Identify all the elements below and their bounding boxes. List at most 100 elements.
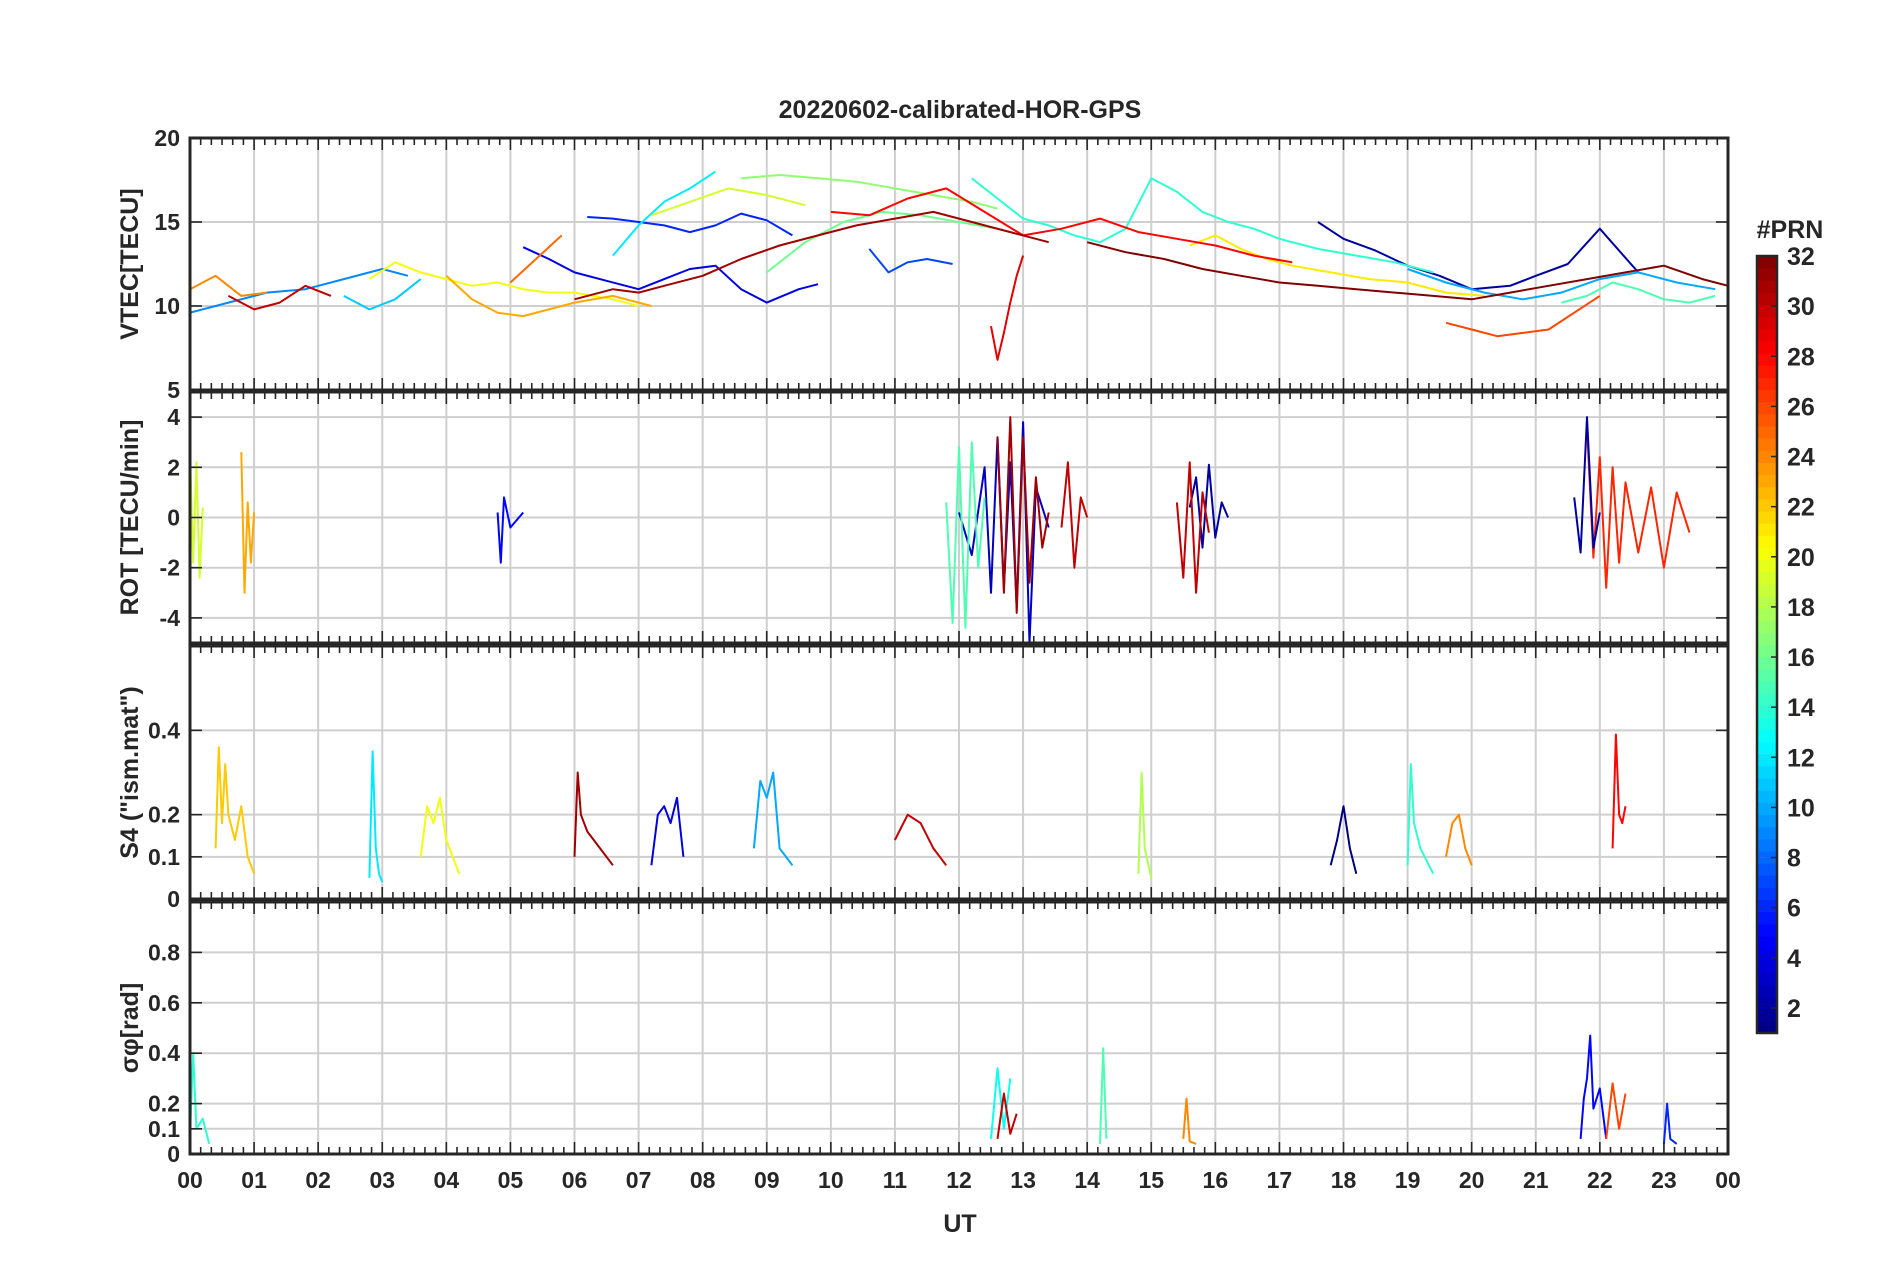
colorbar-swatch [1757,292,1777,306]
colorbar-swatch [1757,887,1777,901]
colorbar-tick-label: 12 [1787,744,1815,772]
colorbar-swatch [1757,632,1777,646]
x-tick-label: 02 [305,1167,331,1193]
series-line-prn-11 [343,278,422,311]
colorbar-swatch [1757,656,1777,670]
y-tick-label: 0.4 [148,1040,180,1066]
colorbar-swatch [1757,984,1777,998]
colorbar-swatch [1757,972,1777,986]
colorbar-tick-label: 2 [1787,995,1801,1023]
colorbar-swatch [1757,510,1777,524]
colorbar-swatch [1757,814,1777,828]
colorbar-tick-label: 8 [1787,845,1801,873]
series-line-prn-1 [1329,805,1358,874]
colorbar-swatch [1757,1020,1777,1034]
x-tick-label: 22 [1587,1167,1613,1193]
y-tick-label: 0.4 [148,717,180,743]
series-line-prn-24 [1445,813,1473,866]
y-tick-label: 10 [154,293,180,319]
series-line-prn-2 [1188,463,1230,549]
series-line-prn-24 [190,274,268,297]
x-tick-label: 00 [1715,1167,1741,1193]
colorbar-swatch [1757,753,1777,767]
colorbar-swatch [1757,668,1777,682]
colorbar-tick-label: 4 [1787,945,1801,973]
series-line-prn-26 [1445,295,1601,338]
colorbar-tick-label: 28 [1787,343,1815,371]
x-tick-label: 08 [690,1167,716,1193]
series-line-prn-6 [1662,1102,1678,1145]
series-line-prn-4 [522,246,819,304]
colorbar-tick-label: 24 [1787,444,1815,472]
colorbar-swatch [1757,729,1777,743]
series-line-prn-18 [1137,771,1153,879]
colorbar-swatch [1757,948,1777,961]
y-tick-label: 5 [167,377,180,403]
y-tick-label: 0.1 [148,844,180,870]
series-line-prn-20 [368,261,639,307]
colorbar-tick-label: 18 [1787,594,1815,622]
colorbar-swatch [1757,268,1777,281]
colorbar-swatch [1757,911,1777,925]
colorbar-swatch [1757,438,1777,451]
colorbar-tick-label: 6 [1787,895,1801,923]
colorbar-swatch [1757,571,1777,585]
colorbar-swatch [1757,693,1777,706]
series-line-prn-13 [990,1067,1012,1139]
colorbar-swatch [1757,899,1777,913]
x-tick-label: 04 [434,1167,460,1193]
y-axis-label: VTEC[TECU] [116,188,144,339]
y-tick-label: 0.8 [148,939,180,965]
x-tick-label: 06 [562,1167,588,1193]
colorbar-swatch [1757,547,1777,561]
y-tick-label: 0 [167,886,180,912]
colorbar-swatch [1757,523,1777,536]
series-group [190,170,1728,361]
y-axis-label: σφ[rad] [116,983,144,1074]
series-line-prn-30 [894,813,947,866]
x-axis-label: UT [943,1210,976,1238]
series-line-prn-4 [650,796,685,866]
colorbar-swatch [1757,583,1777,597]
colorbar-tick-label: 14 [1787,694,1815,722]
series-line-prn-31 [996,416,1050,614]
series-line-prn-19 [651,187,806,217]
colorbar-swatch [1757,1008,1777,1022]
x-tick-label: 16 [1203,1167,1229,1193]
colorbar-swatch [1757,960,1777,973]
series-line-prn-31 [573,771,614,866]
colorbar-swatch [1757,474,1777,488]
colorbar-swatch [1757,401,1777,415]
series-line-prn-12 [368,750,384,883]
colorbar-tick-label: 32 [1787,243,1815,271]
colorbar-tick-label: 26 [1787,393,1815,421]
series-line-prn-28 [830,187,1293,264]
series-line-prn-29 [990,255,1025,361]
series-line-prn-19 [190,452,204,579]
colorbar-swatch [1757,778,1777,791]
x-tick-label: 19 [1395,1167,1421,1193]
y-tick-label: 0.2 [148,1091,180,1117]
colorbar-swatch [1757,996,1777,1010]
colorbar-swatch [1757,316,1777,330]
y-tick-label: 0 [167,1141,180,1167]
y-tick-label: -4 [160,605,181,631]
colorbar-swatch [1757,256,1777,269]
series-line-prn-20 [419,796,461,875]
series-line-prn-26 [1605,1082,1627,1140]
colorbar-swatch [1757,935,1777,949]
series-line-prn-5 [1579,1034,1608,1140]
colorbar-swatch [1757,365,1777,379]
x-tick-label: 12 [946,1167,972,1193]
x-tick-label: 11 [883,1167,908,1193]
x-tick-label: 00 [177,1167,203,1193]
axes-frame [188,900,1730,1156]
y-tick-label: 4 [167,404,180,430]
x-tick-label: 18 [1331,1167,1357,1193]
y-axis-label: ROT [TECU/min] [116,420,144,616]
colorbar-swatch [1757,498,1777,512]
colorbar-swatch [1757,425,1777,439]
colorbar-swatch [1757,850,1777,864]
colorbar-swatch [1757,741,1777,755]
series-line-prn-21 [1189,234,1485,297]
